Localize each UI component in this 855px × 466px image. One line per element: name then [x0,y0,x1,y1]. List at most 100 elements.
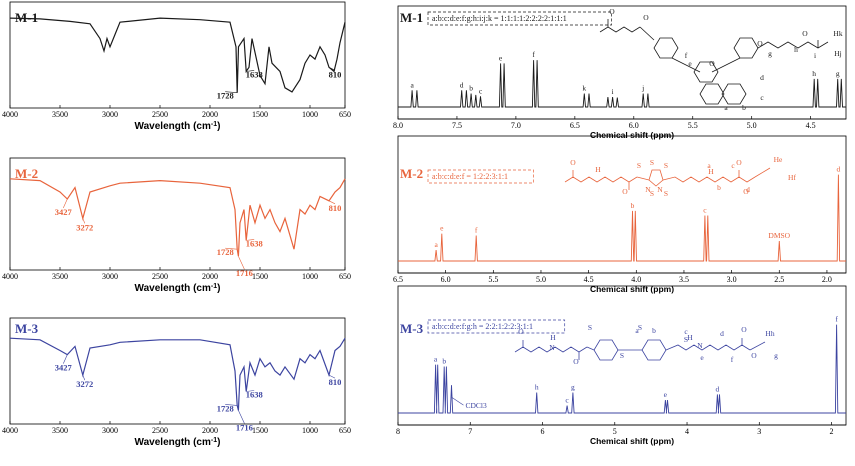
ir-xlabel-sup: -1 [211,283,217,290]
structure-atom-label: H [687,333,693,342]
nmr-tick-label: 3.0 [727,275,737,284]
structure-atom-label: a [635,326,639,335]
ir-peak-leader [328,67,336,71]
ir-peak-leader [246,390,255,392]
nmr-tick-label: 6.0 [629,121,639,130]
structure-atom-label: g [774,351,778,360]
ir-peak-label: 3272 [76,222,93,232]
structure-atom-label: Hh [765,329,774,338]
nmr-peak-label: e [440,224,444,233]
structure-atom-label: H [595,165,601,174]
nmr-tick-label: 2.0 [822,275,832,284]
structure-atom-label: N [549,343,555,352]
ir-tick-label: 1500 [252,110,268,119]
ir-tick-label: 3000 [102,272,118,281]
nmr-peak-label: f [835,315,838,324]
nmr-peak-label: b [631,201,635,210]
ir-peak-label: 3427 [55,207,73,217]
structure-atom-label: S [650,189,654,198]
nmr-peak-label: e [499,53,503,62]
ir-tick-label: 2500 [152,426,168,435]
nmr-peak-label: a [434,240,438,249]
nmr-xlabel: Chemical shift (ppm) [590,436,674,446]
ir-tick-label: 1500 [252,272,268,281]
nmr-tick-label: 4.5 [584,275,594,284]
ir-peak-label: 810 [329,203,342,213]
structure-atom-label: c [731,161,735,170]
structure-atom-label: N [657,185,663,194]
nmr-tick-label: 5.5 [488,275,498,284]
nmr-tick-label: 5.5 [688,121,698,130]
nmr-tick-label: 5.0 [536,275,546,284]
structure-atom-label: a [724,103,728,112]
ir-peak-label: 1638 [246,238,263,248]
ir-tick-label: 2000 [202,272,218,281]
nmr-peak-label: g [836,69,840,78]
ir-peak-leader [328,374,336,379]
ir-tick-label: 3500 [52,426,68,435]
nmr-tick-label: 5 [613,427,617,436]
nmr-tick-label: 7.5 [452,121,462,130]
nmr-ratio: a:b:c:d:e:f:g:h:i:j:k = 1:1:1:1:2:2:2:2:… [432,14,567,23]
nmr-peak-leader [451,396,464,406]
ir-tick-label: 1500 [252,426,268,435]
ir-tick-label: 4000 [2,272,18,281]
nmr-spectrum-line [398,174,846,262]
ir-xlabel-end: ) [217,121,220,132]
structure-atom-label: O [802,29,808,38]
nmr-tick-label: 7 [468,427,472,436]
structure-atom-label: e [688,59,692,68]
nmr-ratio-box [427,11,612,26]
ir-xlabel: Wavelength (cm-1) [135,437,221,449]
structure-atom-label: O [751,351,757,360]
ir-tick-label: 4000 [2,426,18,435]
structure-atom-label: He [774,155,783,164]
ir-peak-leader [238,410,245,424]
nmr-ratio-box [427,319,566,334]
ir-xlabel-end: ) [217,283,220,294]
ir-panel-m1: 4000 3500 3000 2500 2000 1500 1000 650 Wavelengt… [2,1,351,132]
nmr-tick-label: 4 [685,427,689,436]
structure-atom-label: c [760,93,764,102]
nmr-title: M-1 [400,10,423,25]
structure-atom-label: b [652,326,656,335]
nmr-peak-label: f [475,226,478,235]
ir-peak-leader [328,200,336,205]
structure-atom-label: h [794,45,798,54]
nmr-tick-label: 3.5 [679,275,689,284]
structure-m3 [514,338,766,361]
structure-atom-label: O [757,39,763,48]
ir-panel-m2: 4000 3500 3000 2500 2000 1500 1000 650 Wavelengt… [2,157,351,295]
ir-peak-leader [246,70,255,72]
structure-atom-label: N [645,185,651,194]
ir-tick-label: 3000 [102,426,118,435]
nmr-tick-label: 6 [541,427,545,436]
structure-atom-label: S [637,161,641,170]
nmr-panel-m1: a d b ce fk i jh g8.0 7.5 7.0 6.5 6.0 5.5 5.0 4.5Chemi… [393,5,847,140]
structure-atom-label: O [709,59,715,68]
structure-atom-label: Hf [788,173,796,182]
nmr-tick-label: 2.5 [774,275,784,284]
ir-peak-label: 810 [329,377,342,387]
ir-peak-leader [246,239,255,241]
ir-peak-leader [82,374,86,381]
structure-atom-label: O [609,7,615,16]
ir-frame [9,1,346,109]
structure-atom-label: d [720,329,724,338]
ir-xlabel: Wavelength (cm-1) [135,283,221,295]
ir-panel-m3: 4000 3500 3000 2500 2000 1500 1000 650 Wavelengt… [2,317,351,449]
ir-tick-label: 3000 [102,110,118,119]
structure-atom-label: i [814,51,816,60]
ir-peak-label: 1728 [217,403,234,413]
nmr-tick-label: 2 [830,427,834,436]
ir-peak-leader [225,91,238,94]
ir-peak-label: 1728 [217,91,234,101]
nmr-tick-label: 3 [757,427,761,436]
nmr-spectrum-line [398,324,846,414]
ir-peak-leader [225,404,238,406]
ir-tick-label: 3500 [52,110,68,119]
ir-tick-label: 2000 [202,110,218,119]
